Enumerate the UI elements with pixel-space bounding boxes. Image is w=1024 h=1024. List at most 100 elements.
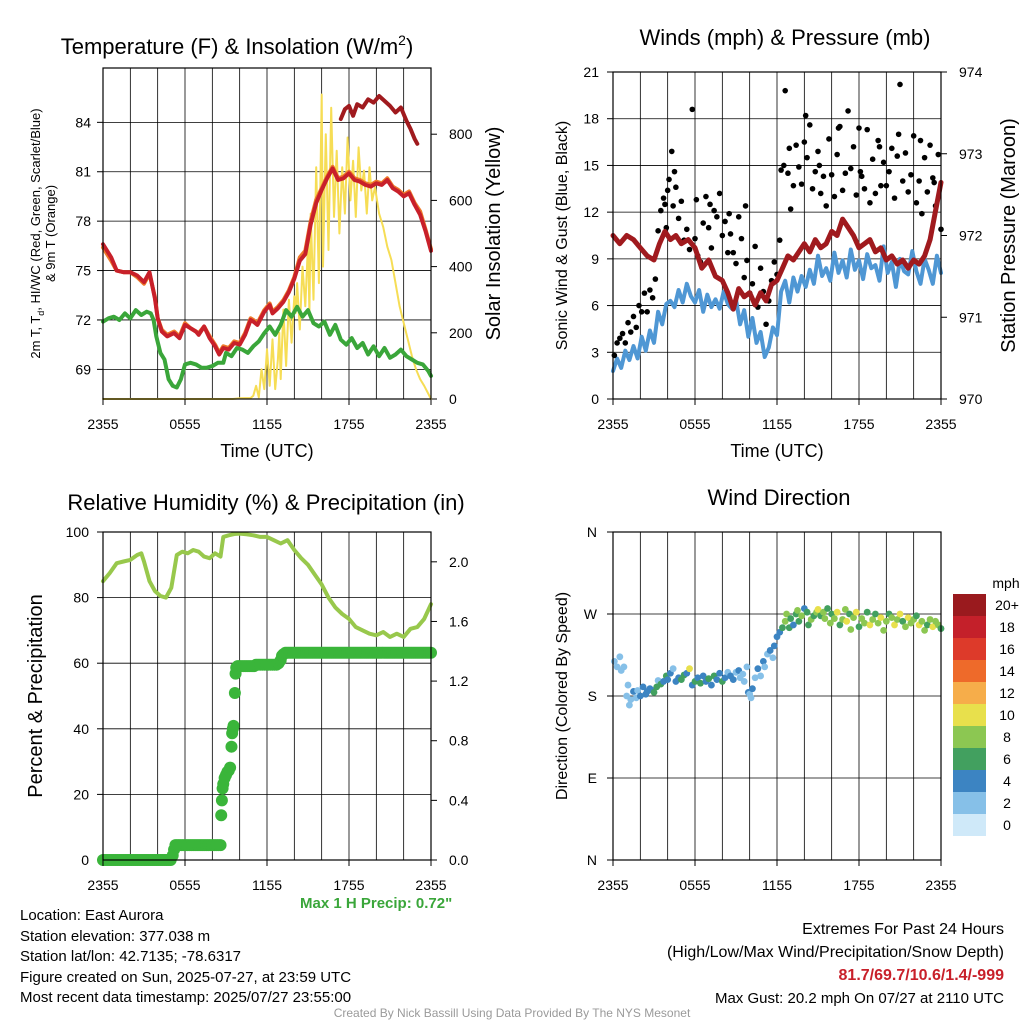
direction-point	[926, 616, 934, 623]
direction-point	[880, 627, 887, 634]
gust-point	[839, 187, 846, 194]
x-tick-label: 2355	[925, 416, 956, 432]
legend-label: 8	[1003, 729, 1011, 745]
y-tick-label: E	[588, 770, 597, 786]
gust-point	[867, 200, 873, 206]
direction-point	[754, 665, 762, 673]
gust-point	[856, 125, 862, 131]
gust-point	[820, 173, 827, 180]
gust-point	[692, 235, 698, 242]
x-tick-label: 1755	[333, 877, 364, 893]
gust-point	[910, 133, 917, 139]
y-tick-label: 40	[73, 721, 89, 737]
gust-point	[673, 184, 679, 191]
direction-point	[861, 619, 868, 627]
chart-winds: 0 3 6 9 12 15 18 21 970 971 972 973 974 2355 0555 1155 1…	[554, 25, 1020, 461]
gust-point	[614, 340, 620, 346]
direction-point	[824, 605, 831, 612]
x-tick-label: 2355	[415, 877, 446, 893]
title-part: )	[406, 34, 413, 59]
station-latlon: Station lat/lon: 42.7135; -78.6317	[20, 948, 242, 965]
y2-tick-label: 0.0	[449, 852, 469, 868]
y2-axis-label: Station Pressure (Maroon)	[998, 118, 1020, 353]
gust-point	[905, 189, 911, 195]
legend-label: 0	[1003, 817, 1011, 833]
y2-tick-label: 600	[449, 192, 473, 208]
gust-point	[655, 228, 661, 234]
y-tick-label: 12	[583, 204, 599, 220]
gust-point	[664, 187, 671, 194]
y2-tick-label: 800	[449, 126, 473, 142]
gust-point	[785, 170, 791, 177]
gust-point	[727, 231, 734, 237]
gust-point	[749, 280, 756, 287]
x-tick-label: 1755	[843, 877, 874, 893]
direction-point	[664, 676, 672, 683]
gust-point	[869, 156, 876, 162]
gust-point	[919, 210, 925, 217]
gust-point	[804, 154, 810, 161]
chart-temperature: 69 72 75 78 81 84 0 200 400 600 800 2355 0555 1155 175…	[28, 32, 505, 461]
direction-point	[686, 665, 693, 673]
direction-point	[913, 612, 920, 620]
legend-swatch	[953, 814, 986, 836]
extremes-values: 81.7/69.7/10.6/1.4/-999	[838, 967, 1004, 984]
max-precip-annotation: Max 1 H Precip: 0.72"	[300, 895, 453, 912]
legend-swatch	[953, 792, 986, 814]
gust-point	[742, 203, 749, 209]
gust-point	[763, 321, 769, 328]
direction-point	[616, 653, 624, 661]
legend-swatch	[953, 594, 986, 616]
gust-point	[725, 249, 731, 256]
precip-point	[215, 809, 228, 822]
direction-point	[863, 608, 871, 616]
x-tick-label: 2355	[925, 877, 956, 893]
x-tick-label: 2355	[597, 416, 628, 432]
direction-point	[790, 621, 797, 629]
direction-point	[918, 617, 926, 625]
gust-point	[807, 122, 813, 128]
y2-tick-label: 971	[959, 309, 983, 325]
direction-point	[783, 610, 790, 618]
y2-tick-label: 0	[449, 391, 457, 407]
direction-point	[902, 623, 909, 631]
legend-swatch	[953, 770, 986, 792]
gust-point	[757, 265, 764, 272]
gust-point	[741, 274, 747, 281]
gust-point	[848, 165, 854, 172]
direction-point	[749, 685, 756, 693]
direction-point	[699, 672, 707, 680]
y2-tick-label: 0.8	[449, 733, 469, 749]
precip-point	[227, 719, 240, 732]
station-elevation: Station elevation: 377.038 m	[20, 927, 211, 945]
ylabel-subscript: d	[36, 311, 46, 316]
direction-point	[841, 606, 849, 613]
y2-tick-label: 200	[449, 325, 473, 341]
gust-point	[834, 151, 840, 158]
x-tick-label: 2355	[415, 416, 446, 432]
y2-tick-label: 972	[959, 228, 983, 244]
direction-point	[794, 606, 801, 614]
direction-point	[831, 615, 838, 622]
gust-point	[658, 207, 664, 214]
gust-point	[716, 190, 723, 197]
x-tick-label: 1155	[762, 416, 792, 432]
legend-label: 20+	[995, 597, 1019, 613]
legend-label: 18	[999, 619, 1015, 635]
direction-point	[850, 614, 857, 622]
y-tick-label: 20	[73, 786, 89, 802]
y2-tick-label: 0.4	[449, 792, 469, 808]
direction-point	[852, 608, 860, 616]
y-tick-label: 3	[591, 344, 599, 360]
legend-swatch	[953, 704, 986, 726]
y-tick-label: 0	[591, 391, 599, 407]
gust-point	[708, 245, 715, 251]
gust-point	[675, 215, 682, 222]
gust-point	[671, 168, 678, 175]
gust-point	[864, 126, 870, 133]
legend-label: 16	[999, 641, 1015, 657]
series-line	[102, 93, 432, 400]
direction-point	[716, 669, 723, 677]
gust-point	[927, 142, 933, 148]
y2-tick-label: 973	[959, 146, 983, 162]
